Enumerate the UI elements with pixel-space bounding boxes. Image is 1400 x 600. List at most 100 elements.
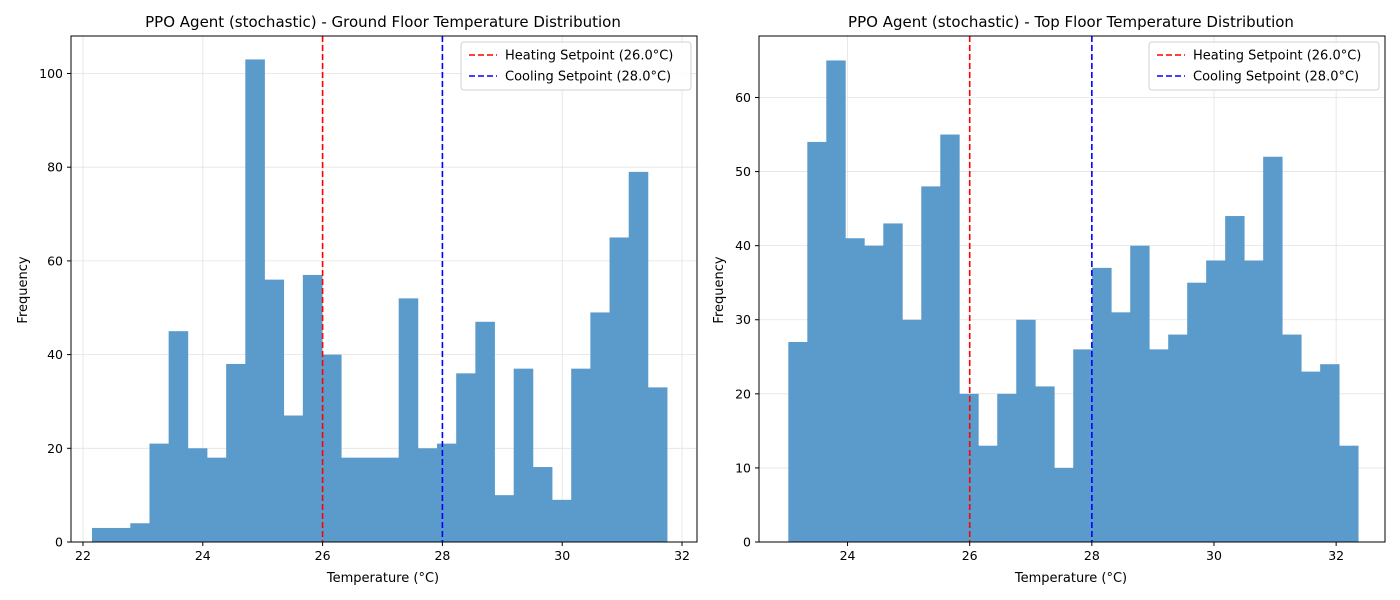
y-tick-label: 40 [735,238,751,253]
legend: Heating Setpoint (26.0°C) Cooling Setpoin… [460,41,692,91]
histogram-bar [1206,260,1226,542]
legend-box [1148,41,1380,91]
histogram-bar [1168,334,1188,542]
histogram-bar [1263,156,1283,542]
axes: 24 26 28 30 32 0 10 20 30 40 50 60 [735,35,1386,563]
histogram-bar [1187,282,1207,542]
x-tick-label: 22 [75,548,91,563]
x-tick-label: 30 [554,548,570,563]
histogram-bars [788,60,1359,542]
histogram-bar [513,368,534,542]
histogram-bar [1225,216,1245,542]
histogram-bar [360,457,380,542]
histogram-bar [283,415,304,542]
histogram-bar [398,298,419,542]
histogram-bar [590,312,610,542]
histogram-bar [647,387,668,542]
histogram-bar [1073,349,1093,542]
histogram-bar [959,393,979,542]
histogram-bar [902,319,922,542]
y-axis-label: Frequency [712,256,727,323]
y-tick-label: 60 [735,90,751,105]
histogram-bar [245,59,265,542]
histogram-bar [417,448,438,542]
histogram-bar [609,237,630,543]
histogram-bar [1282,334,1302,542]
histogram-bar [864,245,884,542]
setpoint-lines [968,36,1093,542]
histogram-bar [187,448,208,542]
legend: Heating Setpoint (26.0°C) Cooling Setpoin… [1148,41,1380,91]
histogram-bar [788,341,808,542]
x-tick-label: 28 [1084,548,1100,563]
x-tick-label: 32 [1328,548,1344,563]
y-tick-label: 80 [47,160,63,175]
histogram-bar [1339,445,1359,542]
x-tick-label: 32 [674,548,690,563]
histogram-bar [1092,267,1112,542]
histogram-bar [997,393,1017,542]
histogram-bar [1320,364,1340,542]
y-tick-label: 30 [735,312,751,327]
x-tick-label: 28 [434,548,450,563]
histogram-bar [91,527,112,542]
chart-top-floor: PPO Agent (stochastic) - Top Floor Tempe… [712,13,1386,586]
legend-label: Heating Setpoint (26.0°C) [505,49,673,64]
y-tick-label: 60 [47,253,63,268]
plot-frame [70,35,698,543]
x-tick-label: 26 [962,548,978,563]
histogram-bar [494,495,515,542]
histogram-bar [883,223,903,542]
chart-title: PPO Agent (stochastic) - Ground Floor Te… [145,13,621,31]
histogram-bar [807,141,827,542]
histogram-bar [1244,260,1264,542]
y-tick-label: 100 [39,66,63,81]
histogram-bar [264,279,285,542]
histogram-bar [226,363,246,542]
setpoint-lines [321,36,444,542]
histogram-bar [1301,371,1321,542]
y-tick-label: 0 [55,535,63,550]
histogram-bar [149,443,170,542]
y-axis-label: Frequency [16,256,31,323]
histogram-bar [940,134,960,542]
histogram-bar [826,60,846,542]
plot-frame [758,35,1386,543]
legend-label: Cooling Setpoint (28.0°C) [505,70,671,85]
x-tick-label: 30 [1206,548,1222,563]
legend-box [460,41,692,91]
x-tick-label: 24 [195,548,211,563]
histogram-bar [1111,312,1131,542]
histogram-bar [321,354,342,542]
histogram-bar [456,373,476,542]
histogram-bar [1130,245,1150,542]
histogram-bar [845,238,865,542]
histogram-bar [628,171,649,543]
y-tick-label: 20 [47,441,63,456]
histogram-bar [130,523,150,542]
histogram-bar [475,321,495,542]
chart-ground-floor: PPO Agent (stochastic) - Ground Floor Te… [16,13,698,586]
histogram-bar [168,331,189,542]
x-tick-label: 26 [315,548,331,563]
histogram-bar [111,527,131,542]
axes: 22 24 26 28 30 32 0 20 40 60 80 100 [39,35,698,563]
y-tick-label: 0 [743,535,751,550]
x-axis-label: Temperature (°C) [1014,571,1127,586]
histogram-bar [1054,467,1074,542]
y-tick-label: 50 [735,164,751,179]
y-tick-label: 20 [735,386,751,401]
histogram-bar [552,499,572,542]
histogram-bar [437,443,457,542]
histogram-bar [1149,349,1169,542]
histogram-bars [91,59,668,543]
histogram-bar [978,445,998,542]
y-tick-label: 40 [47,347,63,362]
x-tick-label: 24 [840,548,856,563]
histogram-bar [206,457,227,542]
y-tick-label: 10 [735,460,751,475]
histogram-bar [341,457,361,542]
histogram-bar [532,467,553,542]
histogram-bar [1035,386,1055,542]
